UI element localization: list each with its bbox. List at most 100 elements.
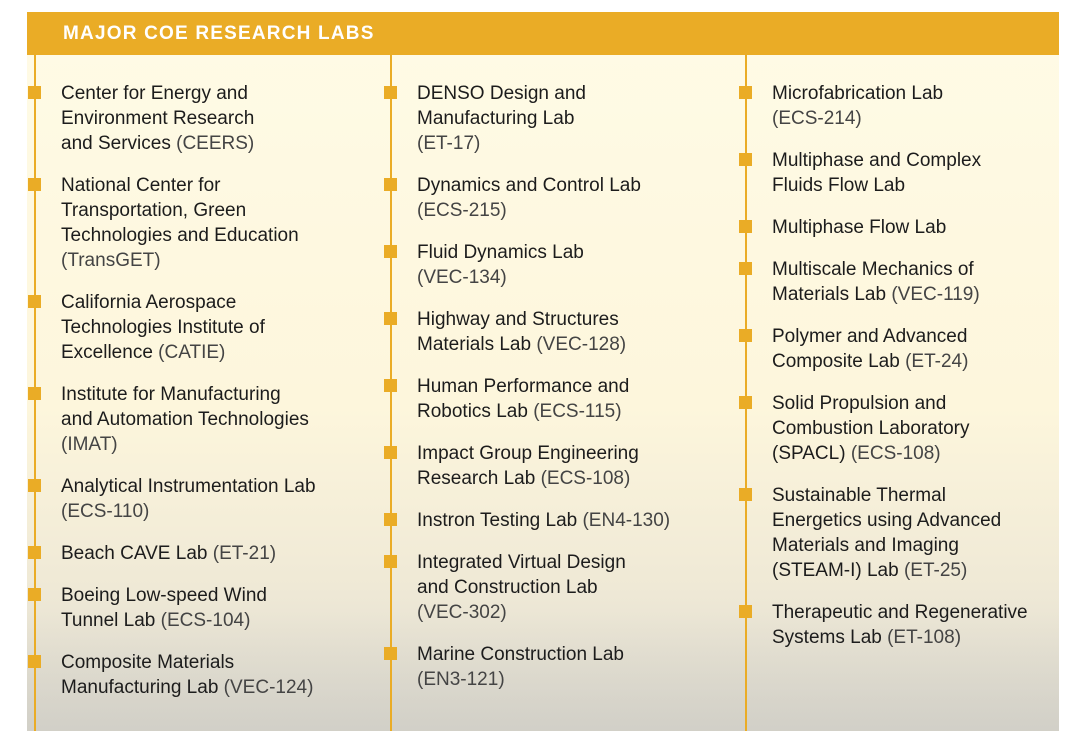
lab-list-item: Center for Energy and Environment Resear…: [27, 81, 357, 156]
lab-title: Composite Materials Manufacturing Lab: [61, 652, 235, 698]
lab-room-code: (ECS-108): [540, 468, 631, 489]
lab-column-1: Center for Energy and Environment Resear…: [27, 55, 357, 731]
lab-list-item: Therapeutic and Regenerative Systems Lab…: [738, 600, 1058, 650]
lab-title: Multiphase and Complex Fluids Flow Lab: [772, 150, 982, 196]
square-bullet-icon: [739, 262, 752, 275]
lab-name: Highway and Structures Materials Lab (VE…: [417, 309, 626, 355]
lab-name: Microfabrication Lab (ECS-214): [772, 83, 943, 129]
lab-room-code: (IMAT): [61, 434, 118, 455]
lab-list-item: Highway and Structures Materials Lab (VE…: [383, 307, 713, 357]
lab-title: Therapeutic and Regenerative Systems Lab: [772, 602, 1028, 648]
lab-list-item: Boeing Low-speed Wind Tunnel Lab (ECS-10…: [27, 583, 357, 633]
lab-list-item: Fluid Dynamics Lab (VEC-134): [383, 240, 713, 290]
lab-list-item: Microfabrication Lab (ECS-214): [738, 81, 1058, 131]
lab-room-code: (EN4-130): [582, 510, 671, 531]
lab-title: Fluid Dynamics Lab: [417, 242, 584, 263]
lab-title: Institute for Manufacturing and Automati…: [61, 384, 309, 430]
square-bullet-icon: [739, 220, 752, 233]
lab-column-3: Microfabrication Lab (ECS-214) Multiphase…: [738, 55, 1058, 731]
lab-name: Analytical Instrumentation Lab (ECS-110): [61, 476, 316, 522]
lab-name: Marine Construction Lab (EN3-121): [417, 644, 624, 690]
lab-list-item: Polymer and Advanced Composite Lab (ET-2…: [738, 324, 1058, 374]
lab-title: Solid Propulsion and Combustion Laborato…: [772, 393, 970, 464]
lab-title: National Center for Transportation, Gree…: [61, 175, 299, 246]
lab-name: Boeing Low-speed Wind Tunnel Lab (ECS-10…: [61, 585, 267, 631]
lab-room-code: (ET-25): [903, 560, 968, 581]
lab-list: Center for Energy and Environment Resear…: [27, 81, 357, 717]
lab-title: Integrated Virtual Design and Constructi…: [417, 552, 626, 598]
lab-room-code: (VEC-128): [536, 334, 627, 355]
lab-title: Instron Testing Lab: [417, 510, 578, 531]
lab-name: Polymer and Advanced Composite Lab (ET-2…: [772, 326, 968, 372]
square-bullet-icon: [28, 655, 41, 668]
lab-name: Multiphase Flow Lab: [772, 217, 946, 238]
lab-name: DENSO Design and Manufacturing Lab (ET-1…: [417, 83, 586, 154]
lab-list-item: Institute for Manufacturing and Automati…: [27, 382, 357, 457]
square-bullet-icon: [28, 295, 41, 308]
lab-list-item: Composite Materials Manufacturing Lab (V…: [27, 650, 357, 700]
lab-title: Beach CAVE Lab: [61, 543, 208, 564]
square-bullet-icon: [739, 86, 752, 99]
lab-name: Composite Materials Manufacturing Lab (V…: [61, 652, 313, 698]
square-bullet-icon: [384, 555, 397, 568]
labs-panel: MAJOR COE RESEARCH LABS Center for Energ…: [27, 12, 1059, 731]
lab-list-item: Impact Group Engineering Research Lab (E…: [383, 441, 713, 491]
lab-room-code: (ET-17): [417, 133, 481, 154]
lab-name: Multiscale Mechanics of Materials Lab (V…: [772, 259, 980, 305]
lab-room-code: (CEERS): [176, 133, 255, 154]
square-bullet-icon: [739, 153, 752, 166]
lab-room-code: (ECS-110): [61, 501, 150, 522]
lab-room-code: (ECS-214): [772, 108, 862, 129]
square-bullet-icon: [384, 312, 397, 325]
lab-title: Center for Energy and Environment Resear…: [61, 83, 255, 154]
lab-title: California Aerospace Technologies Instit…: [61, 292, 265, 363]
square-bullet-icon: [384, 245, 397, 258]
lab-title: Highway and Structures Materials Lab: [417, 309, 619, 355]
background-haze: [27, 611, 1059, 731]
lab-room-code: (ECS-108): [850, 443, 941, 464]
lab-name: Institute for Manufacturing and Automati…: [61, 384, 309, 455]
lab-room-code: (VEC-124): [223, 677, 314, 698]
square-bullet-icon: [28, 86, 41, 99]
lab-title: Microfabrication Lab: [772, 83, 944, 104]
lab-list-item: Beach CAVE Lab (ET-21): [27, 541, 357, 566]
lab-list-item: Integrated Virtual Design and Constructi…: [383, 550, 713, 625]
square-bullet-icon: [28, 178, 41, 191]
lab-list-item: DENSO Design and Manufacturing Lab (ET-1…: [383, 81, 713, 156]
lab-name: Impact Group Engineering Research Lab (E…: [417, 443, 639, 489]
lab-title: Multiphase Flow Lab: [772, 217, 947, 238]
lab-room-code: (ET-21): [212, 543, 277, 564]
lab-name: California Aerospace Technologies Instit…: [61, 292, 265, 363]
square-bullet-icon: [384, 647, 397, 660]
lab-name: Multiphase and Complex Fluids Flow Lab: [772, 150, 981, 196]
lab-room-code: (VEC-119): [891, 284, 980, 305]
lab-list-item: National Center for Transportation, Gree…: [27, 173, 357, 273]
lab-list-item: Instron Testing Lab (EN4-130): [383, 508, 713, 533]
square-bullet-icon: [739, 488, 752, 501]
lab-list-item: Marine Construction Lab (EN3-121): [383, 642, 713, 692]
lab-room-code: (VEC-302): [417, 602, 507, 623]
lab-list: DENSO Design and Manufacturing Lab (ET-1…: [383, 81, 713, 709]
lab-list: Microfabrication Lab (ECS-214) Multiphase…: [738, 81, 1058, 667]
lab-name: Solid Propulsion and Combustion Laborato…: [772, 393, 970, 464]
lab-list-item: Multiphase and Complex Fluids Flow Lab: [738, 148, 1058, 198]
square-bullet-icon: [28, 588, 41, 601]
lab-title: Boeing Low-speed Wind Tunnel Lab: [61, 585, 267, 631]
lab-room-code: (CATIE): [158, 342, 226, 363]
lab-list-item: Solid Propulsion and Combustion Laborato…: [738, 391, 1058, 466]
lab-list-item: Dynamics and Control Lab (ECS-215): [383, 173, 713, 223]
square-bullet-icon: [739, 396, 752, 409]
lab-name: Human Performance and Robotics Lab (ECS-…: [417, 376, 629, 422]
square-bullet-icon: [28, 387, 41, 400]
lab-title: Impact Group Engineering Research Lab: [417, 443, 639, 489]
column-divider-line: [390, 55, 392, 731]
lab-title: Polymer and Advanced Composite Lab: [772, 326, 968, 372]
lab-title: Sustainable Thermal Energetics using Adv…: [772, 485, 1002, 581]
lab-name: Fluid Dynamics Lab (VEC-134): [417, 242, 584, 288]
square-bullet-icon: [384, 513, 397, 526]
lab-room-code: (EN3-121): [417, 669, 505, 690]
square-bullet-icon: [384, 446, 397, 459]
square-bullet-icon: [28, 546, 41, 559]
lab-title: DENSO Design and Manufacturing Lab: [417, 83, 586, 129]
lab-list-item: Human Performance and Robotics Lab (ECS-…: [383, 374, 713, 424]
